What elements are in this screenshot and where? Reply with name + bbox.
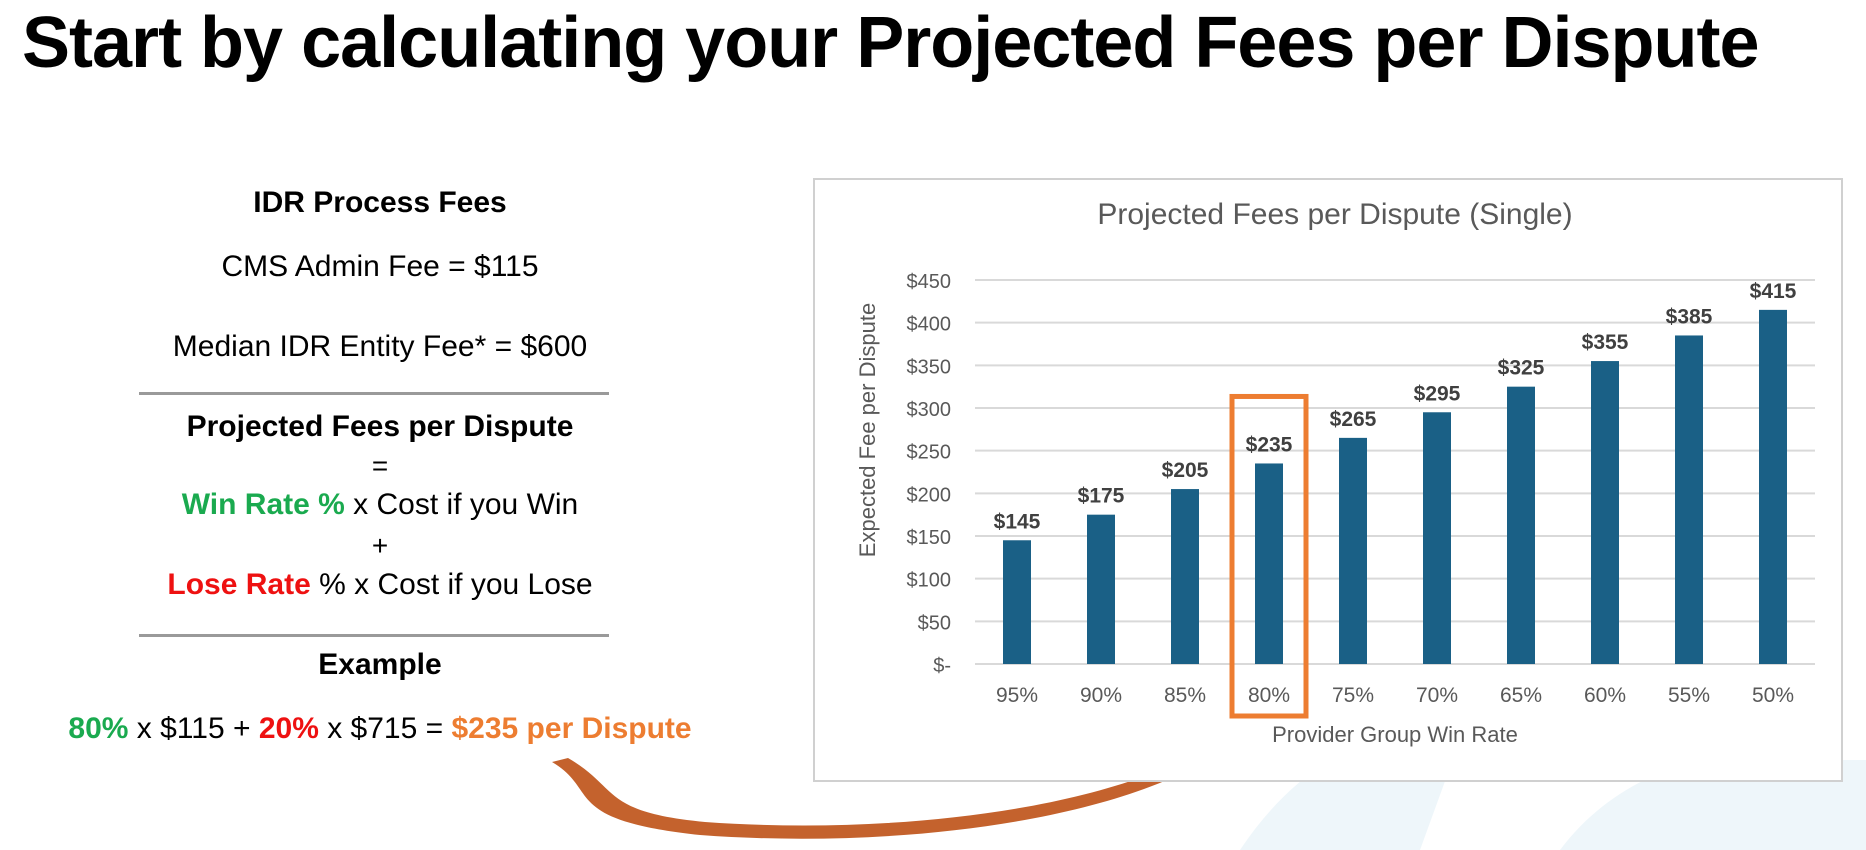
data-label: $265 <box>1330 408 1377 431</box>
bar <box>1507 386 1535 664</box>
win-cost-text: x Cost if you Win <box>344 488 579 521</box>
divider <box>139 634 609 637</box>
bar <box>1255 463 1283 664</box>
lose-rate-label: Lose Rate <box>167 568 311 601</box>
example-part-2: x $715 = <box>318 712 452 745</box>
slide-title: Start by calculating your Projected Fees… <box>22 3 1760 83</box>
y-axis-label: Expected Fee per Dispute <box>855 303 880 557</box>
fees-heading: IDR Process Fees <box>253 186 507 219</box>
x-tick-label: 50% <box>1752 684 1794 707</box>
data-label: $235 <box>1246 433 1293 456</box>
y-tick-label: $350 <box>907 356 952 378</box>
x-tick-label: 55% <box>1668 684 1710 707</box>
example-heading: Example <box>318 648 442 681</box>
chart-title: Projected Fees per Dispute (Single) <box>1097 198 1572 231</box>
y-tick-label: $300 <box>907 399 952 421</box>
plot-area: $- $50 $100 $150 $200 $250 $300 $350 $400 $450 $14… <box>907 271 1815 719</box>
example-calculation: 80% x $115 + 20% x $715 = $235 per Dispu… <box>0 712 760 746</box>
example-result: $235 per Dispute <box>451 712 692 745</box>
bar <box>1171 489 1199 664</box>
example-part-1: x $115 + <box>128 712 259 745</box>
example-lose-pct: 20% <box>258 712 319 745</box>
data-label: $295 <box>1414 382 1461 405</box>
bar <box>1759 309 1787 664</box>
data-label: $415 <box>1750 280 1797 303</box>
y-tick-label: $150 <box>907 527 952 549</box>
chart-frame: Projected Fees per Dispute (Single) Expe… <box>813 178 1843 782</box>
y-tick-label: $400 <box>907 314 952 336</box>
x-tick-label: 65% <box>1500 684 1542 707</box>
formula-win-line: Win Rate % x Cost if you Win <box>120 488 640 522</box>
x-tick-label: 90% <box>1080 684 1122 707</box>
y-tick-label: $50 <box>918 612 951 634</box>
x-tick-label: 60% <box>1584 684 1626 707</box>
data-label: $385 <box>1666 305 1713 328</box>
formula-heading: Projected Fees per Dispute <box>186 410 574 443</box>
y-tick-label: $250 <box>907 442 952 464</box>
y-tick-label: $100 <box>907 570 952 592</box>
data-label: $175 <box>1078 485 1125 508</box>
win-rate-label: Win Rate % <box>181 488 345 521</box>
data-label: $325 <box>1498 357 1545 380</box>
x-tick-label: 95% <box>996 684 1038 707</box>
cms-admin-fee: CMS Admin Fee = $115 <box>221 250 539 283</box>
bar <box>1339 437 1367 664</box>
x-tick-label: 80% <box>1248 684 1290 707</box>
formula-plus: + <box>371 530 389 561</box>
bar-chart: Projected Fees per Dispute (Single) Expe… <box>855 198 1815 747</box>
lose-cost-text: % x Cost if you Lose <box>310 568 593 601</box>
x-tick-label: 85% <box>1164 684 1206 707</box>
y-tick-label: $200 <box>907 484 952 506</box>
bar <box>1087 514 1115 664</box>
data-label: $355 <box>1582 331 1629 354</box>
data-label: $205 <box>1162 459 1209 482</box>
x-tick-label: 70% <box>1416 684 1458 707</box>
x-axis-label: Provider Group Win Rate <box>1272 722 1518 747</box>
formula-lose-line: Lose Rate % x Cost if you Lose <box>120 568 640 602</box>
x-tick-label: 75% <box>1332 684 1374 707</box>
formula-equals: = <box>371 450 389 481</box>
bar <box>1675 335 1703 664</box>
data-label: $145 <box>994 510 1041 533</box>
bar <box>1423 412 1451 664</box>
idr-entity-fee: Median IDR Entity Fee* = $600 <box>172 330 588 363</box>
divider <box>139 392 609 395</box>
y-tick-label: $450 <box>907 271 952 293</box>
bar <box>1591 361 1619 664</box>
highlight-box <box>1229 393 1309 719</box>
bar <box>1003 540 1031 664</box>
example-win-pct: 80% <box>68 712 129 745</box>
y-tick-label: $- <box>933 655 951 677</box>
